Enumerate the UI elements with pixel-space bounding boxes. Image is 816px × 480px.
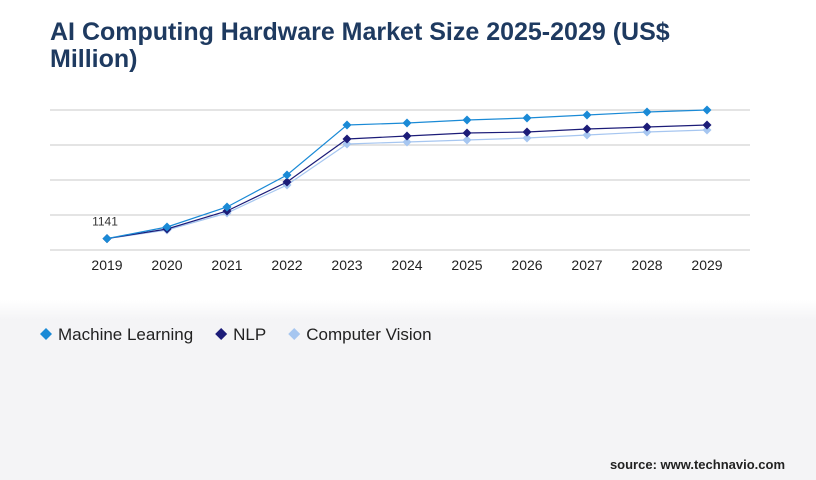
data-point bbox=[582, 124, 592, 134]
data-point bbox=[642, 122, 652, 132]
data-point bbox=[462, 135, 472, 145]
x-tick-label: 2021 bbox=[211, 257, 242, 273]
legend-marker bbox=[288, 328, 301, 340]
data-point bbox=[222, 202, 232, 212]
data-point bbox=[702, 120, 712, 130]
legend-label: NLP bbox=[233, 325, 266, 344]
legend-label: Machine Learning bbox=[58, 325, 193, 344]
series-line bbox=[106, 109, 708, 240]
data-label: 1141 bbox=[92, 215, 118, 229]
data-point bbox=[102, 234, 112, 244]
x-tick-label: 2025 bbox=[451, 257, 482, 273]
chart-title: Million) bbox=[50, 45, 137, 73]
data-point bbox=[162, 222, 172, 232]
legend-label: Computer Vision bbox=[306, 325, 431, 344]
data-point bbox=[582, 130, 592, 140]
data-point bbox=[582, 110, 592, 120]
data-point bbox=[522, 113, 532, 123]
data-point bbox=[282, 177, 292, 187]
data-point bbox=[342, 139, 352, 149]
chart-title: AI Computing Hardware Market Size 2025-2… bbox=[50, 18, 670, 46]
data-point bbox=[282, 170, 292, 180]
data-point bbox=[342, 134, 352, 144]
data-point bbox=[342, 120, 352, 130]
data-point bbox=[402, 137, 412, 147]
data-point bbox=[642, 107, 652, 117]
source: source: www.technavio.com bbox=[610, 457, 785, 472]
data-point bbox=[642, 127, 652, 137]
x-tick-label: 2019 bbox=[91, 257, 122, 273]
x-tick-label: 2029 bbox=[691, 257, 722, 273]
data-point bbox=[402, 131, 412, 141]
legend-marker bbox=[215, 328, 228, 340]
x-tick-label: 2024 bbox=[391, 257, 422, 273]
data-point bbox=[402, 118, 412, 128]
legend-marker bbox=[40, 328, 52, 340]
x-tick-label: 2022 bbox=[271, 257, 302, 273]
x-tick-label: 2026 bbox=[511, 257, 542, 273]
x-tick-label: 2023 bbox=[331, 257, 362, 273]
x-tick-label: 2027 bbox=[571, 257, 602, 273]
data-point bbox=[462, 128, 472, 138]
data-point bbox=[702, 105, 712, 115]
x-tick-label: 2028 bbox=[631, 257, 662, 273]
x-tick-label: 2020 bbox=[151, 257, 182, 273]
data-point bbox=[522, 133, 532, 143]
data-point bbox=[702, 125, 712, 135]
data-point bbox=[522, 127, 532, 137]
data-point bbox=[462, 115, 472, 125]
